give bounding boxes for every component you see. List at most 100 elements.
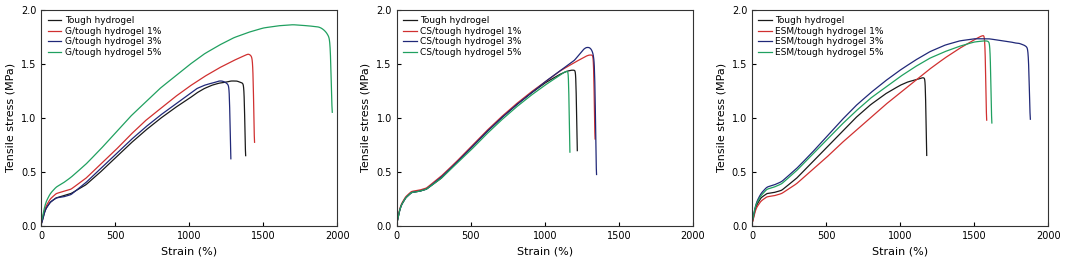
CS/tough hydrogel 1% — [390, 221, 403, 224]
ESM/tough hydrogel 1% — [895, 90, 908, 93]
X-axis label: Strain (%): Strain (%) — [872, 247, 928, 256]
CS/tough hydrogel 3% — [512, 102, 524, 105]
CS/tough hydrogel 3% — [518, 97, 531, 100]
CS/tough hydrogel 3% — [542, 78, 554, 81]
CS/tough hydrogel 5% — [521, 96, 534, 99]
ESM/tough hydrogel 1% — [888, 96, 901, 99]
Tough hydrogel — [857, 110, 870, 113]
G/tough hydrogel 3% — [214, 79, 227, 83]
ESM/tough hydrogel 5% — [760, 188, 773, 191]
G/tough hydrogel 1% — [171, 94, 183, 97]
Line: G/tough hydrogel 3%: G/tough hydrogel 3% — [42, 81, 231, 223]
CS/tough hydrogel 1% — [511, 102, 523, 105]
ESM/tough hydrogel 3% — [972, 37, 985, 40]
CS/tough hydrogel 1% — [588, 138, 601, 141]
Legend: Tough hydrogel, G/tough hydrogel 1%, G/tough hydrogel 3%, G/tough hydrogel 5%: Tough hydrogel, G/tough hydrogel 1%, G/t… — [46, 14, 163, 59]
Line: CS/tough hydrogel 5%: CS/tough hydrogel 5% — [397, 71, 570, 223]
ESM/tough hydrogel 1% — [976, 34, 989, 37]
Tough hydrogel — [757, 195, 770, 198]
ESM/tough hydrogel 3% — [907, 60, 920, 63]
Tough hydrogel — [402, 194, 415, 198]
G/tough hydrogel 5% — [326, 111, 339, 114]
Tough hydrogel — [165, 109, 178, 112]
Tough hydrogel — [852, 114, 865, 117]
Tough hydrogel — [211, 82, 224, 85]
G/tough hydrogel 1% — [159, 103, 172, 106]
Tough hydrogel — [745, 221, 758, 225]
ESM/tough hydrogel 5% — [885, 81, 898, 85]
ESM/tough hydrogel 3% — [923, 51, 936, 54]
Tough hydrogel — [190, 92, 203, 95]
G/tough hydrogel 5% — [53, 184, 66, 187]
ESM/tough hydrogel 1% — [923, 67, 936, 70]
G/tough hydrogel 5% — [286, 23, 298, 26]
Legend: Tough hydrogel, ESM/tough hydrogel 1%, ESM/tough hydrogel 3%, ESM/tough hydrogel: Tough hydrogel, ESM/tough hydrogel 1%, E… — [757, 14, 886, 59]
CS/tough hydrogel 5% — [561, 70, 574, 73]
CS/tough hydrogel 5% — [390, 222, 403, 225]
Line: Tough hydrogel: Tough hydrogel — [42, 81, 245, 223]
CS/tough hydrogel 3% — [591, 173, 603, 176]
CS/tough hydrogel 5% — [496, 118, 508, 121]
Line: Tough hydrogel: Tough hydrogel — [752, 78, 926, 223]
ESM/tough hydrogel 3% — [915, 55, 927, 58]
G/tough hydrogel 1% — [35, 221, 48, 224]
Tough hydrogel — [917, 76, 930, 79]
Line: ESM/tough hydrogel 5%: ESM/tough hydrogel 5% — [752, 41, 991, 221]
Tough hydrogel — [48, 198, 61, 201]
G/tough hydrogel 3% — [225, 157, 238, 160]
Tough hydrogel — [505, 107, 518, 110]
G/tough hydrogel 5% — [221, 40, 233, 43]
ESM/tough hydrogel 1% — [948, 50, 960, 53]
ESM/tough hydrogel 5% — [985, 121, 998, 124]
CS/tough hydrogel 3% — [390, 221, 403, 224]
CS/tough hydrogel 1% — [517, 97, 530, 100]
ESM/tough hydrogel 5% — [979, 39, 991, 42]
Line: CS/tough hydrogel 3%: CS/tough hydrogel 3% — [397, 47, 597, 223]
ESM/tough hydrogel 5% — [745, 220, 758, 223]
Line: ESM/tough hydrogel 3%: ESM/tough hydrogel 3% — [752, 39, 1031, 221]
Line: ESM/tough hydrogel 1%: ESM/tough hydrogel 1% — [752, 36, 987, 223]
G/tough hydrogel 5% — [287, 23, 300, 26]
G/tough hydrogel 1% — [48, 194, 61, 197]
ESM/tough hydrogel 3% — [762, 185, 775, 188]
Tough hydrogel — [390, 221, 403, 225]
G/tough hydrogel 3% — [150, 117, 163, 120]
Y-axis label: Tensile stress (MPa): Tensile stress (MPa) — [716, 63, 726, 172]
CS/tough hydrogel 1% — [584, 53, 597, 57]
Tough hydrogel — [500, 112, 513, 115]
G/tough hydrogel 3% — [35, 222, 48, 225]
CS/tough hydrogel 1% — [505, 106, 518, 109]
Legend: Tough hydrogel, CS/tough hydrogel 1%, CS/tough hydrogel 3%, CS/tough hydrogel 5%: Tough hydrogel, CS/tough hydrogel 1%, CS… — [401, 14, 523, 59]
CS/tough hydrogel 1% — [540, 79, 553, 82]
Tough hydrogel — [878, 93, 891, 96]
Y-axis label: Tensile stress (MPa): Tensile stress (MPa) — [5, 63, 16, 172]
G/tough hydrogel 3% — [198, 84, 211, 87]
CS/tough hydrogel 5% — [401, 195, 414, 198]
G/tough hydrogel 5% — [211, 44, 224, 47]
ESM/tough hydrogel 3% — [745, 219, 758, 222]
ESM/tough hydrogel 5% — [927, 55, 940, 58]
Tough hydrogel — [847, 118, 860, 122]
CS/tough hydrogel 3% — [403, 193, 416, 196]
ESM/tough hydrogel 3% — [986, 38, 999, 41]
Tough hydrogel — [546, 77, 559, 80]
ESM/tough hydrogel 1% — [760, 196, 773, 199]
G/tough hydrogel 1% — [219, 63, 231, 67]
ESM/tough hydrogel 5% — [891, 77, 904, 80]
CS/tough hydrogel 3% — [563, 63, 576, 66]
Tough hydrogel — [566, 69, 579, 72]
ESM/tough hydrogel 1% — [882, 101, 894, 104]
Tough hydrogel — [35, 222, 48, 225]
Tough hydrogel — [528, 90, 540, 93]
Line: Tough hydrogel: Tough hydrogel — [397, 70, 578, 223]
G/tough hydrogel 3% — [47, 199, 60, 202]
Line: G/tough hydrogel 1%: G/tough hydrogel 1% — [42, 54, 255, 222]
Tough hydrogel — [227, 79, 240, 83]
Tough hydrogel — [897, 83, 909, 86]
X-axis label: Strain (%): Strain (%) — [161, 247, 217, 256]
G/tough hydrogel 1% — [164, 99, 177, 102]
CS/tough hydrogel 3% — [506, 106, 519, 110]
G/tough hydrogel 1% — [196, 76, 209, 79]
G/tough hydrogel 5% — [204, 49, 216, 52]
G/tough hydrogel 3% — [156, 112, 168, 116]
